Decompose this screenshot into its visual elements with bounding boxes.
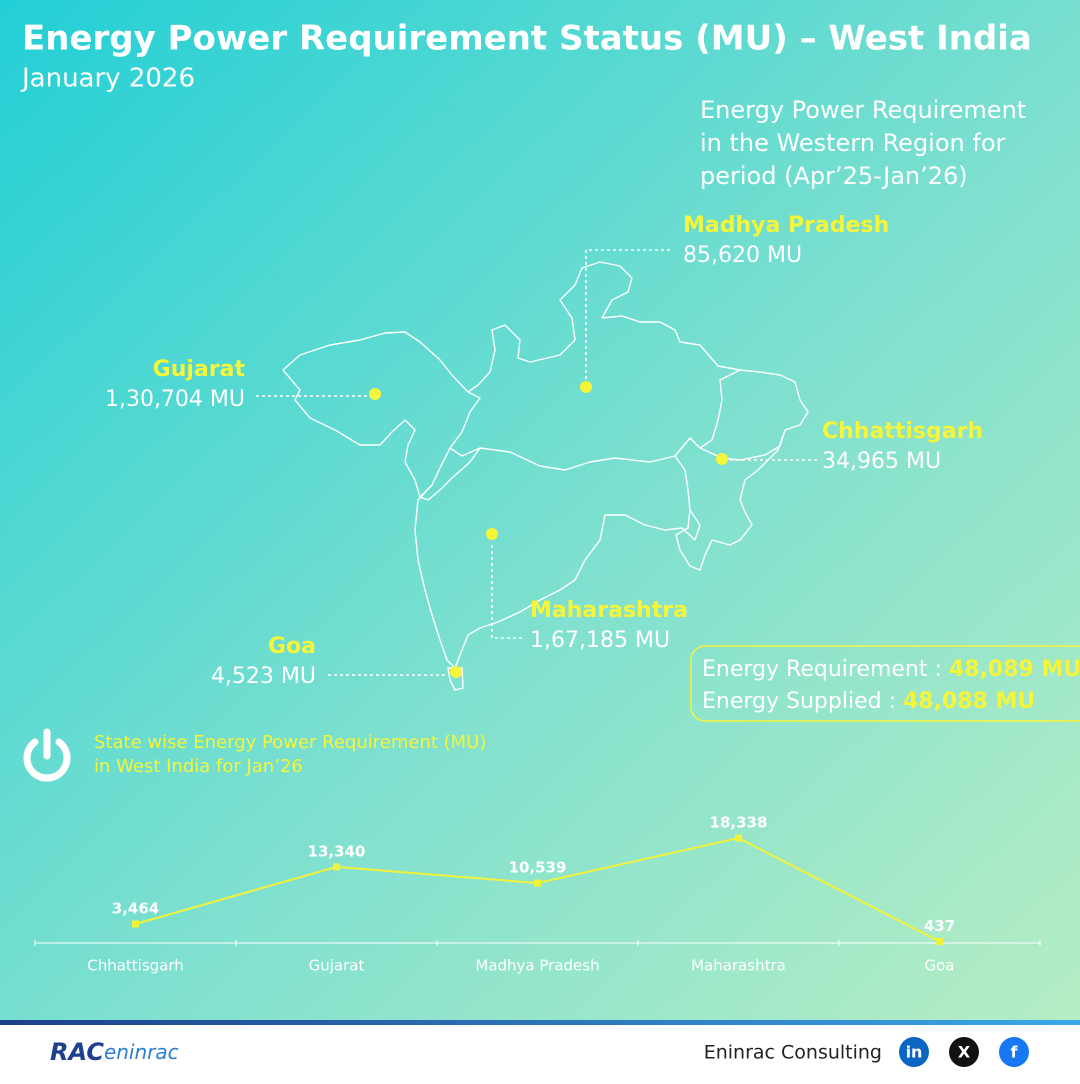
company: Eninrac Consulting xyxy=(704,1042,882,1064)
state-value: 4,523 MU xyxy=(211,664,316,689)
gujarat-outline xyxy=(282,331,481,498)
mp-outline xyxy=(449,261,809,471)
facebook-icon[interactable] xyxy=(999,1037,1029,1067)
caption-line: in the Western Region for xyxy=(700,129,1006,157)
chart-title: in West India for Jan’26 xyxy=(94,756,303,777)
summary-label: Energy Requirement : xyxy=(702,657,942,682)
map-caption: Energy Power Requirement in the Western … xyxy=(700,96,1026,190)
social: in X f xyxy=(899,1037,1029,1067)
state-name: Maharashtra xyxy=(530,598,688,623)
state-value: 1,30,704 MU xyxy=(105,387,245,412)
state-marker xyxy=(450,666,462,678)
maharashtra-outline xyxy=(414,447,701,669)
summary-value: 48,088 MU xyxy=(903,689,1035,714)
facebook-label: f xyxy=(1011,1043,1019,1062)
x-tick-label: Gujarat xyxy=(309,957,365,975)
title: Energy Power Requirement Status (MU) – W… xyxy=(22,19,1032,59)
summary-box: Energy Requirement : 48,089 MU Energy Su… xyxy=(690,645,1080,722)
x-tick-label: Chhattisgarh xyxy=(87,957,184,975)
summary-text: Energy Supplied : 48,088 MU xyxy=(702,689,1035,714)
summary-value: 48,089 MU xyxy=(949,657,1080,682)
data-point xyxy=(333,863,340,871)
summary-text: Energy Requirement : 48,089 MU xyxy=(702,657,1080,682)
x-tick-label: Madhya Pradesh xyxy=(475,957,599,975)
leader-line xyxy=(585,249,670,385)
state-marker xyxy=(580,381,592,393)
summary-label: Energy Supplied : xyxy=(702,689,896,714)
data-point xyxy=(936,937,943,945)
state-labels: Madhya Pradesh 85,620 MU Gujarat 1,30,70… xyxy=(105,213,983,689)
power-icon xyxy=(23,728,71,782)
chhattisgarh-outline xyxy=(675,369,786,571)
caption-line: Energy Power Requirement xyxy=(700,96,1026,124)
state-name: Chhattisgarh xyxy=(822,419,983,444)
chart-title: State wise Energy Power Requirement (MU) xyxy=(94,732,486,753)
caption-line: period (Apr’25-Jan’26) xyxy=(700,162,968,190)
background xyxy=(0,0,1080,1025)
data-label: 18,338 xyxy=(710,814,768,832)
data-label: 437 xyxy=(924,917,955,935)
state-marker xyxy=(716,453,728,465)
state-value: 85,620 MU xyxy=(683,243,802,268)
divider xyxy=(0,1020,1080,1025)
x-icon[interactable] xyxy=(949,1037,979,1067)
logo-part: RAC xyxy=(50,1038,104,1066)
linkedin-label: in xyxy=(906,1043,923,1062)
state-name: Goa xyxy=(268,634,316,659)
state-name: Madhya Pradesh xyxy=(683,213,889,238)
map xyxy=(282,261,809,691)
x-label: X xyxy=(958,1043,971,1062)
line-chart: Chhattisgarh Gujarat Madhya Pradesh Maharas… xyxy=(34,814,1041,975)
data-label: 3,464 xyxy=(112,899,159,917)
x-tick-label: Maharashtra xyxy=(691,957,786,975)
x-tick-label: Goa xyxy=(925,957,955,975)
leader-line xyxy=(491,545,524,639)
data-point xyxy=(735,834,742,842)
state-name: Gujarat xyxy=(153,357,246,382)
linkedin-icon[interactable] xyxy=(899,1037,929,1067)
state-value: 1,67,185 MU xyxy=(530,628,670,653)
state-marker xyxy=(486,528,498,540)
data-point xyxy=(534,879,541,887)
summary-frame xyxy=(690,645,1080,722)
state-marker xyxy=(369,388,381,400)
logo-part: eninrac xyxy=(104,1040,179,1064)
data-label: 10,539 xyxy=(509,859,567,877)
state-value: 34,965 MU xyxy=(822,449,941,474)
data-label: 13,340 xyxy=(308,842,366,860)
data-point xyxy=(132,920,139,928)
subtitle: January 2026 xyxy=(20,64,195,94)
logo: RACeninrac xyxy=(50,1038,179,1066)
